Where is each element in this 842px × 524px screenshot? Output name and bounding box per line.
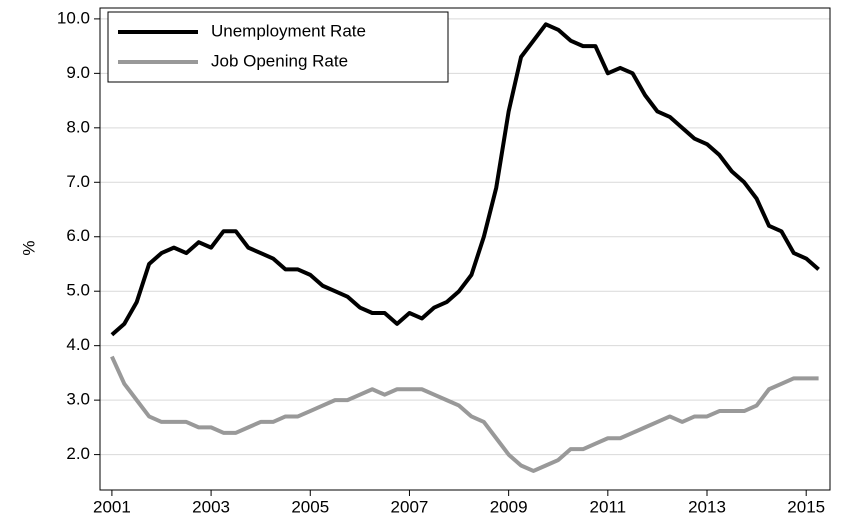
x-tick-label: 2013: [688, 497, 726, 516]
legend-label: Unemployment Rate: [211, 21, 366, 40]
y-tick-label: 7.0: [66, 172, 90, 191]
x-tick-label: 2001: [93, 497, 131, 516]
x-tick-label: 2015: [787, 497, 825, 516]
legend-label: Job Opening Rate: [211, 51, 348, 70]
x-tick-label: 2007: [391, 497, 429, 516]
x-tick-label: 2005: [291, 497, 329, 516]
x-tick-label: 2003: [192, 497, 230, 516]
y-tick-label: 2.0: [66, 444, 90, 463]
y-tick-label: 10.0: [57, 8, 90, 27]
y-tick-label: 4.0: [66, 335, 90, 354]
y-tick-label: 8.0: [66, 117, 90, 136]
y-tick-label: 6.0: [66, 226, 90, 245]
plot-frame: [99, 7, 831, 491]
x-tick-label: 2009: [490, 497, 528, 516]
x-tick-label: 2011: [590, 497, 627, 516]
y-tick-label: 9.0: [66, 63, 90, 82]
y-tick-label: 5.0: [66, 281, 90, 300]
series-line: [110, 355, 819, 473]
y-tick-label: 3.0: [66, 390, 90, 409]
legend-box: [107, 11, 449, 83]
series-line: [110, 22, 820, 337]
y-axis-label: %: [19, 240, 38, 255]
